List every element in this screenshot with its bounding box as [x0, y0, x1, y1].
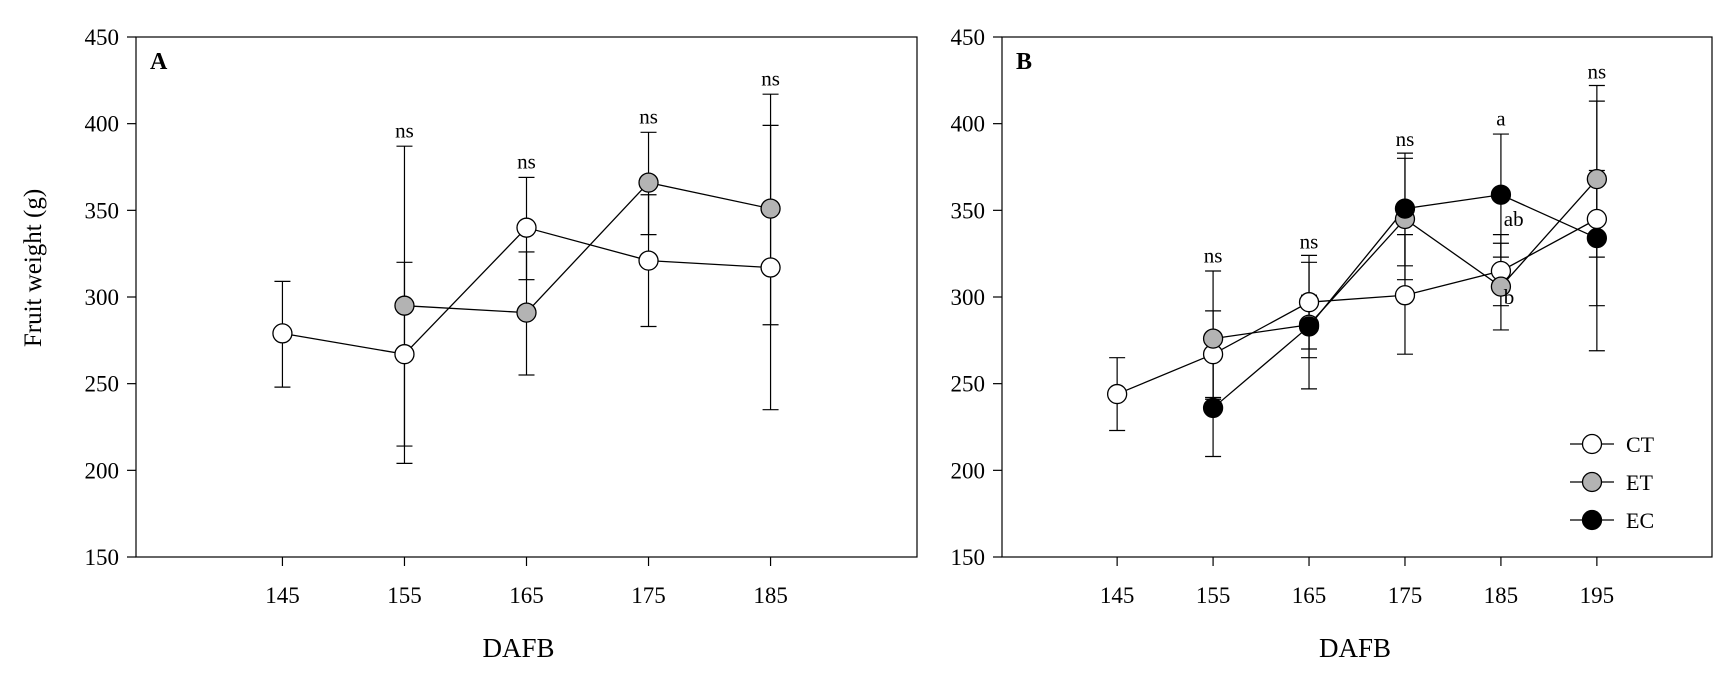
panel-label: B	[1016, 49, 1032, 75]
data-point-ET	[516, 302, 537, 323]
data-point-CT	[1586, 208, 1608, 230]
x-tick-label: 155	[1196, 583, 1231, 608]
y-tick-label: 350	[951, 198, 986, 223]
data-point-CT	[1106, 383, 1128, 405]
x-tick-label: 145	[265, 583, 300, 608]
y-tick-label: 250	[951, 372, 986, 397]
data-point-ET	[1586, 168, 1608, 190]
panel-B: B 150 200 250 300 350 400 450 145 155 165 175 185 195…	[951, 25, 1713, 663]
data-point-ET	[760, 198, 781, 219]
significance-label: ns	[517, 150, 536, 174]
data-point-EC	[1202, 397, 1224, 419]
significance-label: a	[1496, 106, 1506, 130]
data-point-ET	[394, 295, 415, 316]
significance-label: ns	[1300, 229, 1319, 253]
panel-A: A 150 200 250 300 350 400 450 145 155 165 175 185 DAF…	[85, 25, 918, 663]
data-point-CT	[1298, 292, 1320, 313]
x-tick-label: 165	[1292, 583, 1327, 608]
data-point-EC	[1394, 198, 1416, 219]
significance-label: ns	[639, 105, 658, 129]
data-point-CT	[394, 344, 415, 365]
y-tick-label: 400	[951, 112, 986, 137]
significance-label: ns	[1396, 127, 1415, 151]
legend-marker-EC	[1581, 509, 1603, 531]
y-tick-label: 400	[85, 112, 120, 137]
y-tick-label: 150	[951, 545, 986, 570]
data-point-ET	[638, 172, 659, 193]
data-point-ET	[1202, 328, 1224, 349]
y-tick-label: 450	[951, 25, 986, 50]
significance-label: ns	[1204, 243, 1223, 267]
y-tick-label: 300	[85, 285, 120, 310]
data-point-CT	[516, 217, 537, 238]
data-point-EC	[1586, 227, 1608, 249]
legend-label-ET: ET	[1626, 470, 1653, 495]
x-tick-label: 175	[631, 583, 666, 608]
data-point-EC	[1298, 316, 1320, 337]
y-tick-label: 200	[951, 458, 986, 483]
significance-label: b	[1504, 285, 1515, 309]
legend-marker-ET	[1581, 471, 1603, 493]
significance-label: ns	[1588, 60, 1607, 84]
x-tick-label: 155	[387, 583, 422, 608]
legend-label-CT: CT	[1626, 432, 1655, 457]
y-tick-label: 350	[85, 198, 120, 223]
data-point-CT	[1394, 285, 1416, 306]
y-tick-label: 150	[85, 545, 120, 570]
y-tick-label: 250	[85, 372, 120, 397]
series-line-ET	[404, 181, 771, 314]
x-tick-label: 185	[1484, 583, 1519, 608]
significance-label: ns	[761, 67, 780, 91]
panel-label: A	[150, 49, 168, 75]
legend-label-EC: EC	[1626, 508, 1654, 533]
x-tick-label: 185	[753, 583, 788, 608]
data-point-CT	[638, 250, 659, 271]
y-tick-label: 450	[85, 25, 120, 50]
data-point-CT	[272, 323, 293, 344]
y-tick-label: 200	[85, 458, 120, 483]
shared-y-axis-label: Fruit weight (g)	[20, 189, 47, 347]
data-point-ET	[1490, 276, 1512, 297]
x-axis-label: DAFB	[482, 633, 554, 663]
y-tick-label: 300	[951, 285, 986, 310]
series-line-CT	[1116, 218, 1598, 395]
x-axis-label: DAFB	[1319, 633, 1391, 663]
data-point-CT	[760, 257, 781, 278]
significance-label: ab	[1504, 207, 1524, 231]
x-tick-label: 145	[1100, 583, 1135, 608]
legend: CT ET EC	[1570, 432, 1655, 533]
plot-frame	[1001, 36, 1713, 558]
significance-label: ns	[395, 119, 414, 143]
x-tick-label: 165	[509, 583, 544, 608]
x-tick-label: 195	[1580, 583, 1615, 608]
data-point-EC	[1490, 184, 1512, 205]
x-tick-label: 175	[1388, 583, 1423, 608]
legend-marker-CT	[1581, 433, 1603, 455]
